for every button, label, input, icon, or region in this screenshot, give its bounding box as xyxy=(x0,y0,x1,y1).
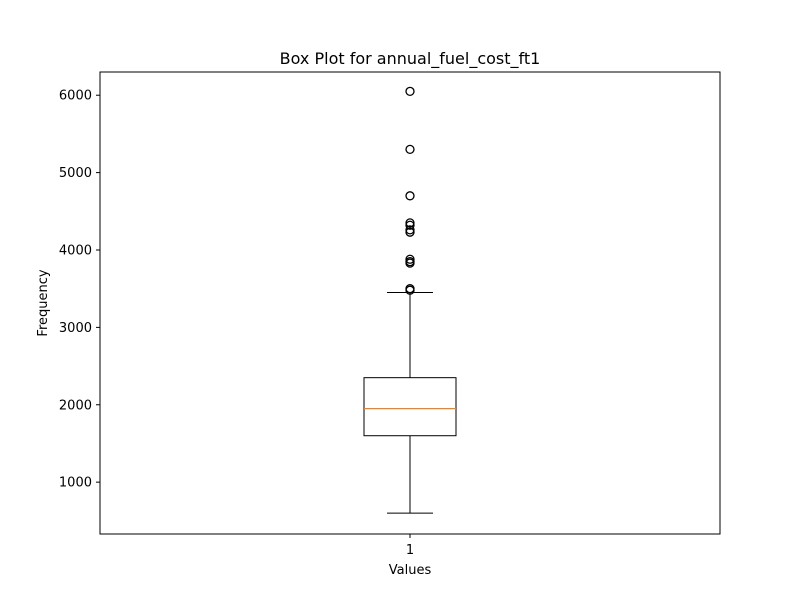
y-tick-label: 2000 xyxy=(59,398,92,413)
x-axis-ticks: 1 xyxy=(406,534,414,558)
y-tick-label: 1000 xyxy=(59,476,92,491)
plot-marks xyxy=(363,86,457,514)
plot-area-frame xyxy=(99,71,721,535)
outlier-point xyxy=(405,218,415,228)
y-tick-label: 6000 xyxy=(59,89,92,104)
outlier-point xyxy=(405,284,415,294)
x-axis-label: Values xyxy=(389,563,432,578)
interquartile-box xyxy=(363,377,457,437)
outlier-point xyxy=(405,254,415,264)
outlier-point xyxy=(405,86,415,96)
y-axis-label: Frequency xyxy=(36,269,51,336)
y-axis-ticks: 1000 2000 3000 4000 5000 6000 xyxy=(59,89,100,491)
y-tick-label: 5000 xyxy=(59,166,92,181)
x-tick-label: 1 xyxy=(406,543,414,558)
y-tick-label: 4000 xyxy=(59,243,92,258)
chart-title: Box Plot for annual_fuel_cost_ft1 xyxy=(280,49,541,69)
y-tick-label: 3000 xyxy=(59,321,92,336)
outlier-point xyxy=(405,225,415,235)
outlier-point xyxy=(405,144,415,155)
outlier-point xyxy=(405,191,415,201)
